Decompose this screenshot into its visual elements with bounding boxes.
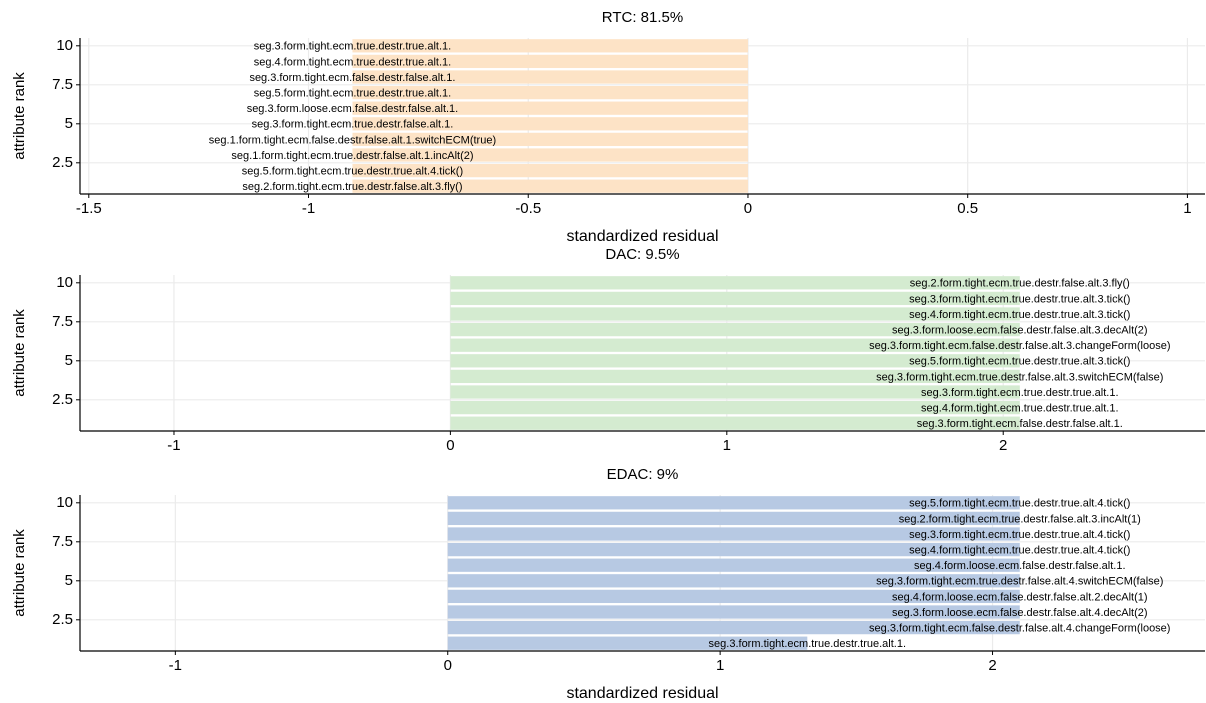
- bar-label: seg.2.form.tight.ecm.true.destr.false.al…: [242, 181, 462, 193]
- bar: [450, 416, 1020, 430]
- bar: [447, 605, 1020, 619]
- bar-label: seg.2.form.tight.ecm.true.destr.false.al…: [899, 513, 1141, 525]
- x-tick-label: 1: [723, 437, 731, 454]
- bar: [447, 636, 808, 650]
- bar-label: seg.4.form.tight.ecm.true.destr.true.alt…: [254, 56, 451, 68]
- bar-label: seg.3.form.tight.ecm.false.destr.false.a…: [249, 72, 455, 84]
- y-tick-label: 5: [65, 572, 73, 589]
- bar: [450, 369, 1020, 384]
- bar: [447, 527, 1020, 541]
- bar-label: seg.4.form.tight.ecm.true.destr.true.alt…: [909, 309, 1130, 321]
- bar-label: seg.3.form.tight.ecm.true.destr.true.alt…: [254, 41, 451, 53]
- x-axis-title: standardized residual: [566, 228, 718, 245]
- y-tick-label: 2.5: [52, 154, 73, 171]
- bar: [447, 589, 1020, 604]
- bar-label: seg.5.form.tight.ecm.true.destr.true.alt…: [254, 88, 451, 100]
- bar: [447, 511, 1020, 526]
- bar: [352, 85, 748, 100]
- bar: [450, 322, 1020, 337]
- x-tick-label: -1: [302, 200, 315, 217]
- x-tick-label: -1: [169, 657, 182, 674]
- bar: [352, 101, 748, 115]
- bar-label: seg.1.form.tight.ecm.false.destr.false.a…: [209, 134, 496, 146]
- bar-label: seg.5.form.tight.ecm.true.destr.true.alt…: [909, 356, 1130, 368]
- y-tick-label: 5: [65, 352, 73, 369]
- x-axis-title: standardized residual: [566, 685, 718, 702]
- bar: [352, 70, 748, 84]
- x-tick-label: 1: [716, 657, 724, 674]
- bar-label: seg.1.form.tight.ecm.true.destr.false.al…: [231, 150, 473, 162]
- y-tick-label: 10: [56, 274, 73, 291]
- x-tick-label: -0.5: [515, 200, 541, 217]
- bar-label: seg.3.form.loose.ecm.false.destr.false.a…: [247, 103, 459, 115]
- bar-label: seg.3.form.tight.ecm.false.destr.false.a…: [917, 418, 1123, 430]
- bar: [352, 54, 748, 69]
- bar-label: seg.3.form.tight.ecm.true.destr.false.al…: [252, 119, 454, 131]
- bar: [447, 620, 1020, 635]
- bar-label: seg.3.form.tight.ecm.true.destr.true.alt…: [921, 387, 1118, 399]
- bar-label: seg.4.form.tight.ecm.true.destr.true.alt…: [921, 403, 1118, 415]
- bar-label: seg.5.form.tight.ecm.true.destr.true.alt…: [242, 166, 463, 178]
- y-tick-label: 2.5: [52, 391, 73, 408]
- y-tick-label: 2.5: [52, 611, 73, 628]
- x-tick-label: 0: [744, 200, 752, 217]
- bar: [450, 338, 1020, 352]
- bar-label: seg.3.form.tight.ecm.false.destr.false.a…: [869, 623, 1170, 635]
- bar-label: seg.4.form.tight.ecm.true.destr.true.alt…: [909, 545, 1130, 557]
- bar-label: seg.3.form.tight.ecm.true.destr.false.al…: [876, 576, 1163, 588]
- bar-label: seg.3.form.tight.ecm.true.destr.false.al…: [876, 371, 1163, 383]
- bar-label: seg.3.form.tight.ecm.true.destr.true.alt…: [709, 638, 906, 650]
- bar: [450, 307, 1020, 321]
- bar: [352, 179, 748, 193]
- bar: [352, 148, 748, 162]
- panel-title: EDAC: 9%: [607, 466, 679, 483]
- y-tick-label: 7.5: [52, 533, 73, 550]
- x-tick-label: 0.5: [957, 200, 978, 217]
- y-tick-label: 5: [65, 115, 73, 132]
- bar: [352, 117, 748, 131]
- bar-label: seg.3.form.loose.ecm.false.destr.false.a…: [892, 607, 1148, 619]
- bar: [450, 385, 1020, 399]
- bar: [447, 542, 1020, 557]
- bar: [447, 574, 1020, 588]
- y-tick-label: 10: [56, 37, 73, 54]
- y-tick-label: 7.5: [52, 76, 73, 93]
- bar: [352, 163, 748, 178]
- panel-title: RTC: 81.5%: [602, 9, 683, 26]
- bar: [450, 400, 1020, 415]
- x-tick-label: 1: [1183, 200, 1191, 217]
- bar-label: seg.2.form.tight.ecm.true.destr.false.al…: [910, 278, 1130, 290]
- x-tick-label: 0: [444, 657, 452, 674]
- y-axis-title: attribute rank: [11, 72, 28, 160]
- y-tick-label: 7.5: [52, 313, 73, 330]
- y-axis-title: attribute rank: [11, 529, 28, 617]
- y-tick-label: 10: [56, 494, 73, 511]
- bar-label: seg.3.form.loose.ecm.false.destr.false.a…: [892, 325, 1148, 337]
- bar: [447, 558, 1020, 572]
- y-axis-title: attribute rank: [11, 309, 28, 397]
- bar-label: seg.5.form.tight.ecm.true.destr.true.alt…: [909, 498, 1130, 510]
- bar-label: seg.4.form.loose.ecm.false.destr.false.a…: [892, 591, 1148, 603]
- x-tick-label: -1: [167, 437, 180, 454]
- bar: [447, 496, 1020, 510]
- panel-title: DAC: 9.5%: [605, 246, 679, 263]
- x-tick-label: 0: [446, 437, 454, 454]
- bar: [352, 39, 748, 53]
- bar-label: seg.3.form.tight.ecm.false.destr.false.a…: [869, 340, 1170, 352]
- x-tick-label: 2: [988, 657, 996, 674]
- x-tick-label: -1.5: [76, 200, 102, 217]
- x-tick-label: 2: [999, 437, 1007, 454]
- bar-label: seg.3.form.tight.ecm.true.destr.true.alt…: [909, 529, 1130, 541]
- bar: [450, 354, 1020, 368]
- bar: [450, 276, 1020, 290]
- bar-label: seg.4.form.loose.ecm.false.destr.false.a…: [914, 560, 1126, 572]
- bar: [450, 291, 1020, 306]
- bar-label: seg.3.form.tight.ecm.true.destr.true.alt…: [909, 293, 1130, 305]
- bar: [352, 132, 748, 147]
